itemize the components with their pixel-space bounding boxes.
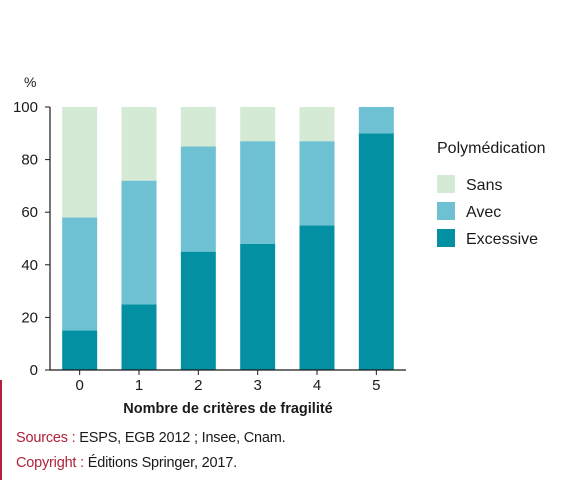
legend-swatch-sans <box>437 175 455 193</box>
legend-swatch-excessive <box>437 229 455 247</box>
left-accent-rule <box>0 380 2 480</box>
axes-group: 0 1 2 3 4 5 0 20 40 60 80 100% Nombre de critères de… <box>13 74 406 417</box>
bar-sans-3 <box>240 107 276 142</box>
stacked-bar-chart: 0 1 2 3 4 5 0 20 40 60 80 100% Nombre de critères de… <box>13 74 546 417</box>
y-tick-label-60: 60 <box>21 204 38 221</box>
sources-label: Sources : <box>16 430 76 446</box>
y-tick-label-40: 40 <box>21 257 38 274</box>
sources-text: ESPS, EGB 2012 ; Insee, Cnam. <box>75 430 286 446</box>
x-tick-label-5: 5 <box>372 377 380 394</box>
x-tick-label-1: 1 <box>135 377 143 394</box>
bar-avec-0 <box>62 217 98 331</box>
bar-sans-4 <box>299 107 335 142</box>
x-axis-title: Nombre de critères de fragilité <box>123 401 333 417</box>
legend-label-sans: Sans <box>466 177 502 194</box>
bar-sans-2 <box>180 107 216 147</box>
bar-avec-5 <box>358 107 394 134</box>
bar-excessive-5 <box>358 133 394 370</box>
copyright-line: Copyright : Éditions Springer, 2017. <box>16 455 237 471</box>
bar-sans-0 <box>62 107 98 218</box>
y-tick-label-80: 80 <box>21 152 38 169</box>
bar-excessive-1 <box>121 304 157 370</box>
x-tick-label-0: 0 <box>75 377 83 394</box>
bar-avec-3 <box>240 141 276 244</box>
bar-excessive-2 <box>180 251 216 370</box>
copyright-text: Éditions Springer, 2017. <box>83 455 237 471</box>
bars-group <box>62 107 394 370</box>
legend: Polymédication Sans Avec Excessive <box>437 140 546 248</box>
y-unit-label: % <box>24 74 36 90</box>
copyright-label: Copyright : <box>16 455 84 471</box>
bar-sans-1 <box>121 107 157 181</box>
legend-swatch-avec <box>437 202 455 220</box>
bar-excessive-0 <box>62 330 98 370</box>
bar-avec-1 <box>121 180 157 305</box>
bar-avec-2 <box>180 146 216 252</box>
sources-line: Sources : ESPS, EGB 2012 ; Insee, Cnam. <box>16 430 286 446</box>
y-tick-label-100: 100 <box>13 99 38 116</box>
bar-excessive-4 <box>299 225 335 370</box>
bar-avec-4 <box>299 141 335 226</box>
y-tick-label-20: 20 <box>21 309 38 326</box>
y-tick-label-0: 0 <box>30 362 38 379</box>
legend-label-avec: Avec <box>466 204 501 221</box>
legend-label-excessive: Excessive <box>466 231 538 248</box>
x-tick-label-3: 3 <box>253 377 261 394</box>
legend-title: Polymédication <box>437 140 546 157</box>
x-tick-label-2: 2 <box>194 377 202 394</box>
x-tick-label-4: 4 <box>313 377 321 394</box>
bar-excessive-3 <box>240 243 276 370</box>
